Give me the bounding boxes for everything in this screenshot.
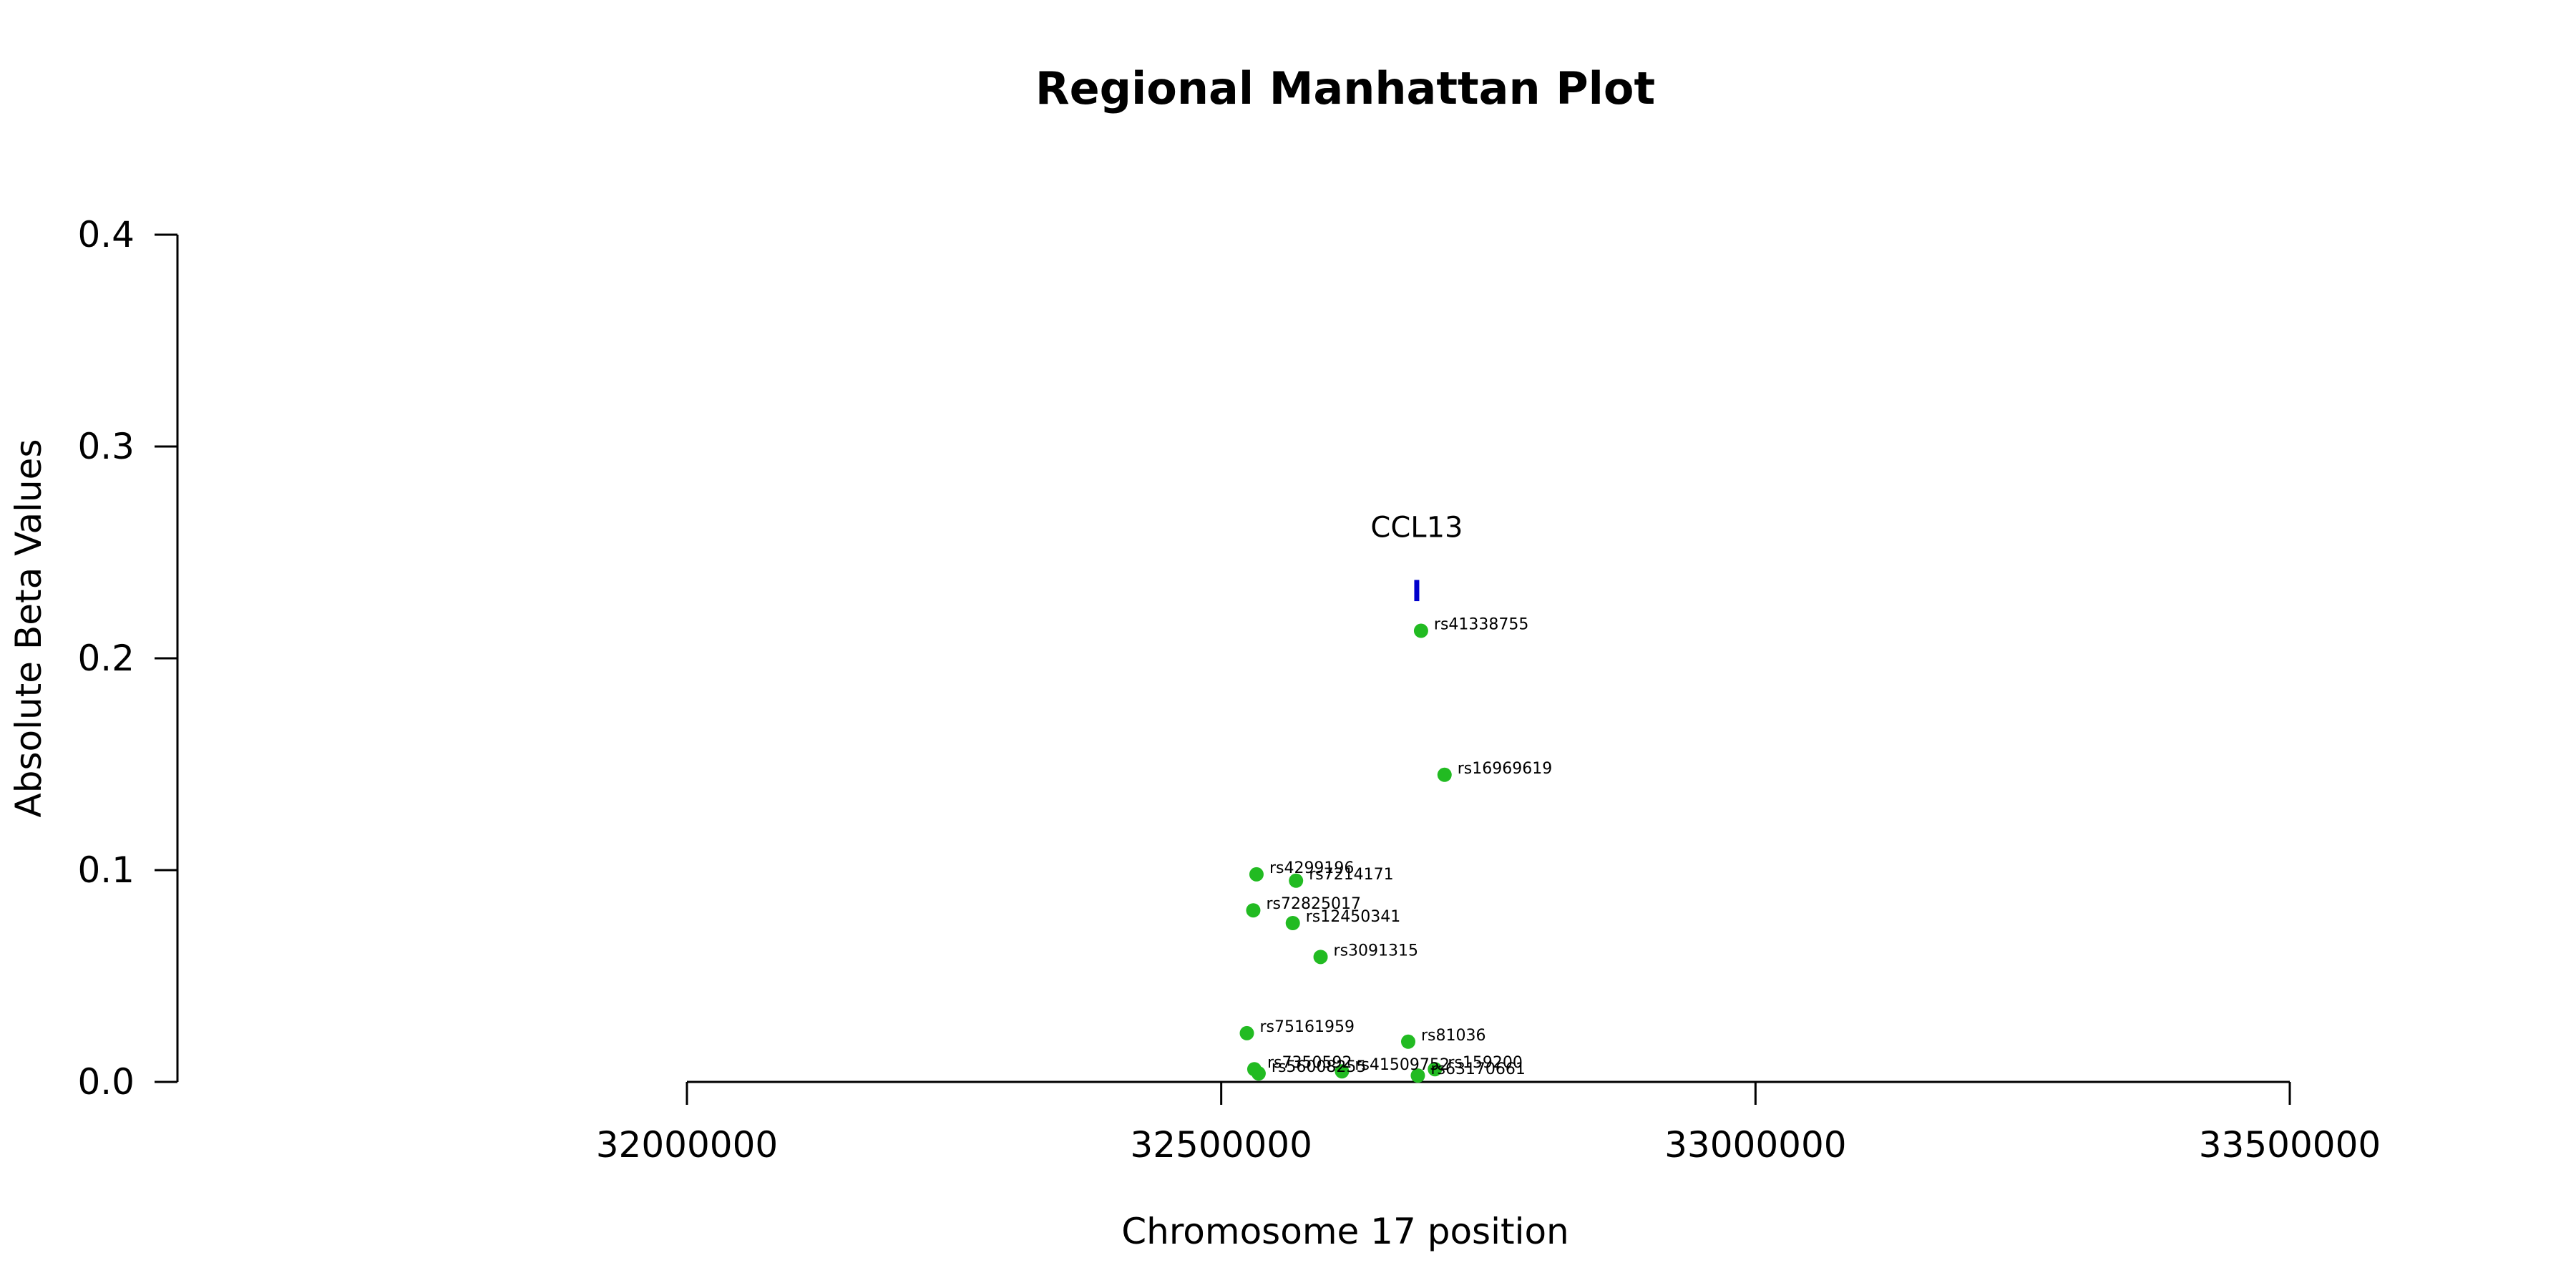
snp-label: rs75161959: [1260, 1018, 1355, 1036]
snp-label: rs159200: [1448, 1054, 1523, 1072]
x-tick-label: 32000000: [596, 1124, 779, 1166]
y-tick-label: 0.4: [77, 214, 135, 255]
snp-point: [1249, 867, 1264, 882]
gene-label: CCL13: [1370, 511, 1463, 544]
y-tick-label: 0.2: [77, 638, 135, 679]
snp-label: rs56008255: [1272, 1058, 1366, 1076]
gene-markers: CCL13: [1370, 511, 1463, 602]
snp-point: [1437, 767, 1452, 782]
snp-label: rs41509752: [1355, 1056, 1449, 1074]
snp-point: [1313, 950, 1328, 965]
snp-point: [1410, 1068, 1425, 1083]
snp-point: [1285, 916, 1300, 930]
snp-label: rs7350592: [1267, 1054, 1352, 1072]
snp-point: [1428, 1062, 1443, 1077]
chart-title: Regional Manhattan Plot: [1035, 62, 1655, 114]
snp-points: [1239, 623, 1452, 1083]
snp-label: rs4299196: [1269, 859, 1355, 877]
x-tick-label: 33500000: [2199, 1124, 2381, 1166]
snp-label: rs16969619: [1458, 760, 1552, 778]
x-tick-label: 32500000: [1130, 1124, 1312, 1166]
snp-label: rs12450341: [1306, 908, 1400, 926]
snp-point: [1251, 1066, 1266, 1081]
y-tick-label: 0.1: [77, 849, 135, 891]
x-axis-label: Chromosome 17 position: [1121, 1211, 1569, 1252]
snp-point: [1246, 903, 1261, 918]
snp-point: [1239, 1025, 1254, 1040]
snp-point: [1401, 1034, 1415, 1049]
snp-point: [1289, 873, 1304, 888]
snp-label: rs63170661: [1430, 1060, 1525, 1078]
snp-label: rs81036: [1421, 1027, 1486, 1045]
snp-point: [1413, 623, 1428, 638]
y-tick-label: 0.0: [77, 1061, 135, 1103]
y-axis-label: Absolute Beta Values: [8, 439, 49, 818]
x-tick-label: 33000000: [1664, 1124, 1847, 1166]
y-axis: 0.0 0.1 0.2 0.3 0.4: [77, 214, 179, 1103]
snp-label: rs72825017: [1266, 895, 1360, 913]
snp-label: rs7214171: [1309, 866, 1394, 884]
x-axis: 32000000 32500000 33000000 33500000: [596, 1080, 2381, 1166]
snp-label: rs3091315: [1334, 942, 1419, 960]
y-tick-label: 0.3: [77, 426, 135, 467]
snp-point: [1335, 1064, 1350, 1079]
snp-label: rs41338755: [1434, 616, 1528, 634]
